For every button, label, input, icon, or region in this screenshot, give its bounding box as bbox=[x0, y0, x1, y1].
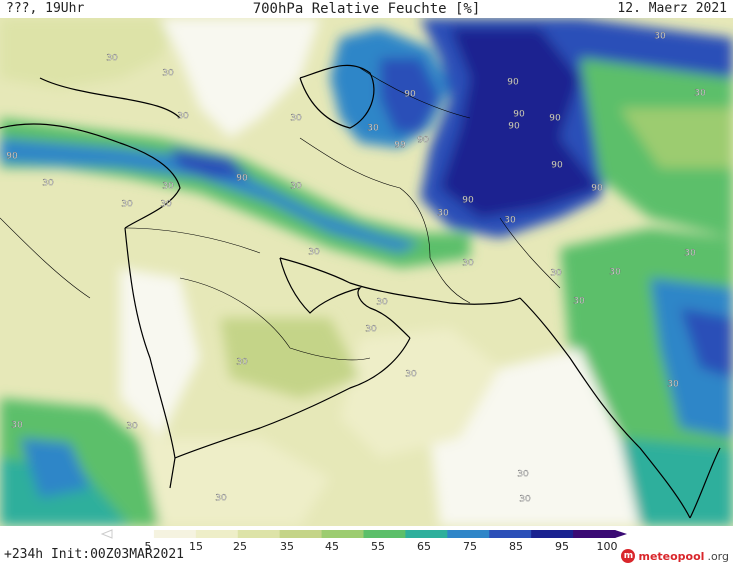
colorbar-tick-label: 85 bbox=[509, 540, 523, 553]
contour-label: 99 bbox=[394, 141, 406, 151]
contour-label: 90 bbox=[513, 110, 525, 120]
contour-label: 30 bbox=[694, 89, 706, 99]
contour-label: 90 bbox=[6, 152, 18, 162]
colorbar-swatch bbox=[321, 530, 364, 538]
contour-label: 90 bbox=[507, 78, 519, 88]
meteopool-logo[interactable]: m meteopool .org bbox=[621, 549, 729, 563]
contour-label: 30 bbox=[376, 298, 388, 308]
contour-label: 30 bbox=[573, 297, 585, 307]
contour-label: 30 bbox=[667, 380, 679, 390]
contour-label: 30 bbox=[462, 259, 474, 269]
contour-label: 30 bbox=[367, 124, 379, 134]
coastlines bbox=[0, 64, 721, 519]
colorbar-tick-label: 5 bbox=[144, 540, 152, 553]
contour-label: 30 bbox=[177, 112, 189, 122]
contour-labels: 30 30 30 30 30 30 90 90 90 90 90 90 99 90 90 90 90 90 30 30… bbox=[6, 31, 706, 505]
humidity-map: 30 30 30 30 30 30 90 90 90 90 90 90 99 90 90 90 90 90 30 30… bbox=[0, 18, 733, 526]
colorbar-arrow-low bbox=[100, 529, 113, 539]
init-time-label: ???, 19Uhr bbox=[6, 1, 85, 16]
contour-label: 90 bbox=[417, 136, 429, 146]
borders bbox=[0, 67, 561, 361]
contour-label: 30 bbox=[162, 69, 174, 79]
contour-label: 30 bbox=[236, 358, 248, 368]
contour-label: 30 bbox=[504, 216, 516, 226]
contour-label: 30 bbox=[215, 494, 227, 504]
contour-label: 30 bbox=[42, 179, 54, 189]
logo-icon: m bbox=[621, 549, 636, 563]
contour-label: 30 bbox=[290, 182, 302, 192]
run-info: +234h Init:00Z03MAR2021 bbox=[4, 547, 185, 562]
contour-label: 30 bbox=[121, 200, 133, 210]
logo-tld: .org bbox=[707, 549, 729, 563]
contour-label: 90 bbox=[508, 122, 520, 132]
humidity-fields bbox=[0, 18, 733, 526]
contour-label: 30 bbox=[162, 182, 174, 192]
contour-label: 30 bbox=[308, 248, 320, 258]
contour-label: 30 bbox=[365, 325, 377, 335]
contour-label: 30 bbox=[126, 422, 138, 432]
contour-label: 30 bbox=[684, 249, 696, 259]
colorbar-swatch bbox=[237, 530, 281, 538]
valid-date: 12. Maerz 2021 bbox=[617, 1, 727, 16]
map-title: 700hPa Relative Feuchte [%] bbox=[252, 1, 481, 17]
colorbar-swatch bbox=[363, 530, 406, 538]
logo-name: meteopool bbox=[638, 549, 705, 563]
colorbar-swatch bbox=[153, 530, 197, 538]
colorbar-tick-label: 75 bbox=[463, 540, 477, 553]
contour-label: 30 bbox=[160, 200, 172, 210]
contour-label: 30 bbox=[654, 32, 666, 42]
colorbar-tick-label: 95 bbox=[555, 540, 569, 553]
colorbar-tick-label: 25 bbox=[233, 540, 247, 553]
contour-label: 90 bbox=[404, 90, 416, 100]
colorbar-swatch bbox=[112, 530, 155, 538]
colorbar-swatch bbox=[489, 530, 532, 538]
contour-label: 90 bbox=[551, 161, 563, 171]
contour-label: 30 bbox=[609, 268, 621, 278]
contour-label: 30 bbox=[11, 421, 23, 431]
contour-label: 30 bbox=[550, 269, 562, 279]
colorbar-swatch bbox=[531, 530, 574, 538]
colorbar-tick-label: 15 bbox=[189, 540, 203, 553]
contour-label: 30 bbox=[106, 54, 118, 64]
colorbar-swatch bbox=[279, 530, 323, 538]
contour-label: 30 bbox=[519, 495, 531, 505]
colorbar-tick-label: 65 bbox=[417, 540, 431, 553]
colorbar-swatch bbox=[195, 530, 239, 538]
contour-label: 30 bbox=[517, 470, 529, 480]
contour-label: 90 bbox=[591, 184, 603, 194]
contour-label: 90 bbox=[549, 114, 561, 124]
colorbar-swatch bbox=[447, 530, 490, 538]
contour-label: 30 bbox=[290, 114, 302, 124]
colorbar-swatch bbox=[573, 530, 616, 538]
colorbar-tick-label: 35 bbox=[280, 540, 294, 553]
colorbar-tick-label: 45 bbox=[325, 540, 339, 553]
contour-label: 90 bbox=[236, 174, 248, 184]
contour-label: 30 bbox=[405, 370, 417, 380]
colorbar-swatch bbox=[405, 530, 448, 538]
contour-label: 90 bbox=[462, 196, 474, 206]
colorbar bbox=[100, 529, 627, 539]
colorbar-arrow-high bbox=[615, 530, 627, 538]
colorbar-tick-label: 55 bbox=[371, 540, 385, 553]
contour-label: 30 bbox=[437, 209, 449, 219]
colorbar-tick-label: 100 bbox=[596, 540, 618, 553]
